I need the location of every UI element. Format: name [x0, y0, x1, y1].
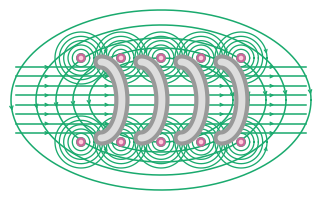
Circle shape: [157, 54, 165, 62]
Circle shape: [159, 140, 163, 144]
Circle shape: [117, 138, 125, 146]
Circle shape: [197, 138, 205, 146]
Circle shape: [157, 138, 165, 146]
Circle shape: [80, 56, 83, 60]
Circle shape: [237, 54, 245, 62]
Circle shape: [197, 54, 205, 62]
Circle shape: [117, 54, 125, 62]
Circle shape: [237, 138, 245, 146]
Circle shape: [77, 138, 85, 146]
Circle shape: [239, 140, 242, 144]
Circle shape: [199, 140, 203, 144]
Circle shape: [80, 140, 83, 144]
Circle shape: [77, 54, 85, 62]
Circle shape: [159, 56, 163, 60]
Circle shape: [239, 56, 242, 60]
Circle shape: [119, 56, 123, 60]
Circle shape: [119, 140, 123, 144]
Circle shape: [199, 56, 203, 60]
